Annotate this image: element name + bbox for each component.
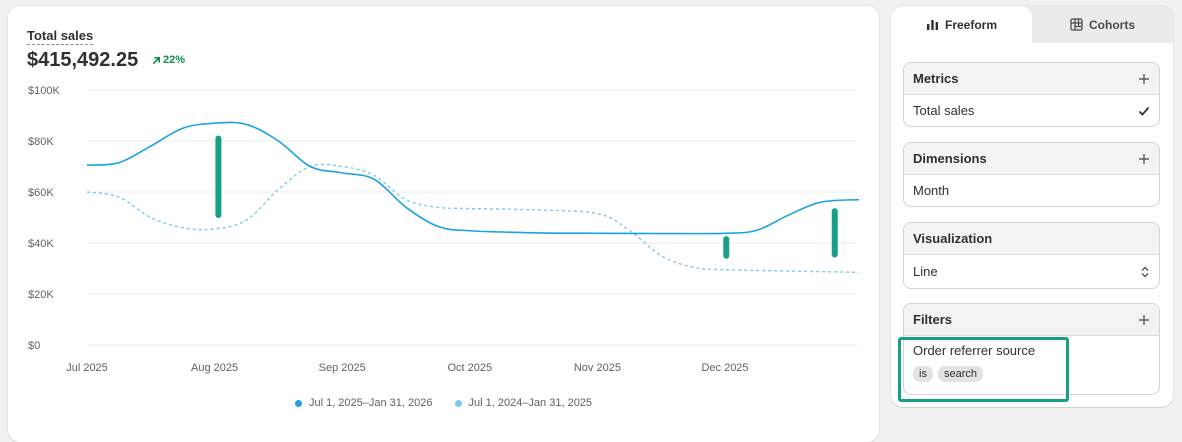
y-tick-label-5: $100K <box>28 85 60 97</box>
x-tick-label-5: Dec 2025 <box>701 362 748 374</box>
dimension-row-label: Month <box>913 183 950 198</box>
dimensions-header: Dimensions <box>904 143 1159 175</box>
y-tick-label-1: $20K <box>28 289 54 301</box>
tab-freeform[interactable]: Freeform <box>891 6 1032 43</box>
tab-cohorts[interactable]: Cohorts <box>1032 6 1173 43</box>
legend-item-previous[interactable]: Jul 1, 2024–Jan 31, 2025 <box>454 397 593 409</box>
metric-title[interactable]: Total sales <box>27 28 94 45</box>
dimensions-section: Dimensions Month <box>903 142 1160 207</box>
line-chart: $0 $20K $40K $60K $80K $100K Jul 2025 Aug 2025 S… <box>28 85 860 374</box>
metrics-section: Metrics Total sales <box>903 62 1160 127</box>
legend-item-current[interactable]: Jul 1, 2025–Jan 31, 2026 <box>294 397 433 409</box>
filter-value-tag[interactable]: search <box>937 366 983 382</box>
filters-header: Filters <box>904 304 1159 336</box>
metrics-header: Metrics <box>904 63 1159 95</box>
legend-label-current: Jul 1, 2025–Jan 31, 2026 <box>308 397 433 409</box>
metric-change: 22% <box>152 54 185 66</box>
visualization-title: Visualization <box>913 231 993 246</box>
arrow-up-right-icon <box>152 56 161 64</box>
bar-chart-icon <box>926 20 938 30</box>
x-tick-label-2: Sep 2025 <box>319 362 366 374</box>
filter-tags: is search <box>913 366 1150 382</box>
legend-label-previous: Jul 1, 2024–Jan 31, 2025 <box>468 397 593 409</box>
filter-field: Order referrer source <box>913 343 1036 358</box>
tab-freeform-label: Freeform <box>944 17 997 32</box>
filters-title: Filters <box>913 312 953 327</box>
filters-section: Filters Order referrer source is search <box>903 303 1160 395</box>
metric-change-value: 22% <box>163 54 186 66</box>
metric-row[interactable]: Total sales <box>904 95 1159 126</box>
legend-dot-current <box>294 399 302 407</box>
metric-row-label: Total sales <box>913 103 975 118</box>
visualization-section: Visualization Line <box>903 222 1160 289</box>
add-dimension-icon[interactable] <box>1138 153 1150 165</box>
dimension-row[interactable]: Month <box>904 175 1159 206</box>
x-tick-label-1: Aug 2025 <box>191 362 238 374</box>
add-filter-icon[interactable] <box>1138 314 1150 326</box>
chart-card: Total sales $415,492.25 22% $0 $20K $40K $6… <box>8 6 879 442</box>
report-config-panel: Freeform Cohorts Metrics Total sales Dim… <box>891 6 1173 407</box>
visualization-header: Visualization <box>904 223 1159 255</box>
x-tick-label-3: Oct 2025 <box>447 362 492 374</box>
y-tick-label-0: $0 <box>28 340 40 352</box>
x-tick-label-4: Nov 2025 <box>574 362 621 374</box>
x-tick-label-0: Jul 2025 <box>66 362 108 374</box>
check-icon <box>1138 106 1150 116</box>
y-tick-label-3: $60K <box>28 187 54 199</box>
add-metric-icon[interactable] <box>1138 73 1150 85</box>
y-tick-label-4: $80K <box>28 136 54 148</box>
chart-legend: Jul 1, 2025–Jan 31, 2026 Jul 1, 2024–Jan… <box>8 397 879 409</box>
visualization-select-value: Line <box>913 264 938 279</box>
filter-operator-tag[interactable]: is <box>913 366 933 382</box>
metrics-title: Metrics <box>913 71 959 86</box>
visualization-select[interactable]: Line <box>904 255 1159 288</box>
series-line-current <box>86 121 860 235</box>
series-line-previous <box>86 163 859 274</box>
filter-highlight-annotation <box>898 337 1069 402</box>
legend-dot-previous <box>454 399 462 407</box>
y-tick-label-2: $40K <box>28 238 54 250</box>
view-tabs: Freeform Cohorts <box>891 6 1173 43</box>
filter-item[interactable]: Order referrer source is search <box>904 336 1159 394</box>
dimensions-title: Dimensions <box>913 151 987 166</box>
tab-cohorts-label: Cohorts <box>1089 17 1135 32</box>
metric-value: $415,492.25 <box>27 49 139 71</box>
grid-icon <box>1070 18 1083 31</box>
select-chevron-icon <box>1141 266 1149 277</box>
